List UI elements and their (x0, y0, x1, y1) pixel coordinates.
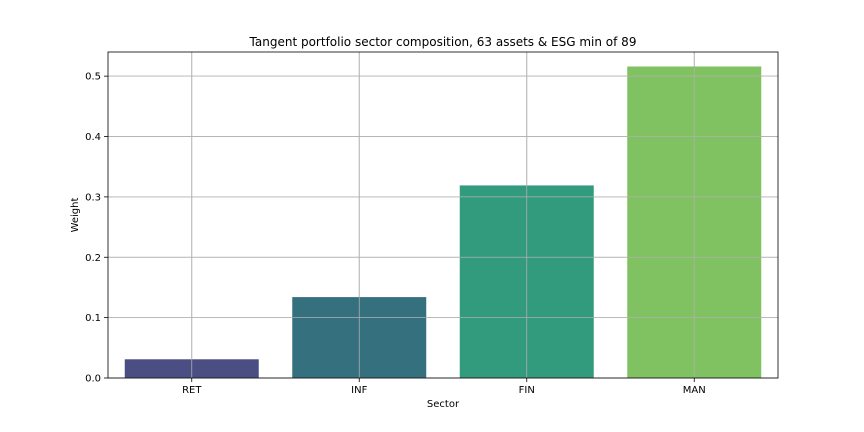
x-axis-label: Sector (427, 399, 460, 410)
axis-ticks: 0.0 0.1 0.2 0.3 0.4 0.5 RET INF FIN MAN (85, 72, 706, 396)
x-tick-label: RET (182, 385, 202, 396)
bars (108, 52, 778, 379)
y-tick-label: 0.0 (85, 374, 101, 385)
y-axis-label: Weight (70, 198, 81, 233)
y-tick-label: 0.5 (85, 72, 101, 83)
x-tick-label: INF (351, 385, 367, 396)
y-tick-label: 0.2 (85, 253, 101, 264)
x-tick-label: MAN (683, 385, 706, 396)
y-tick-label: 0.4 (85, 132, 101, 143)
y-tick-label: 0.1 (85, 313, 101, 324)
plot-area-frame (107, 51, 779, 379)
chart-title: Tangent portfolio sector composition, 63… (249, 35, 637, 49)
x-tick-label: FIN (519, 385, 535, 396)
y-tick-label: 0.3 (85, 192, 101, 203)
